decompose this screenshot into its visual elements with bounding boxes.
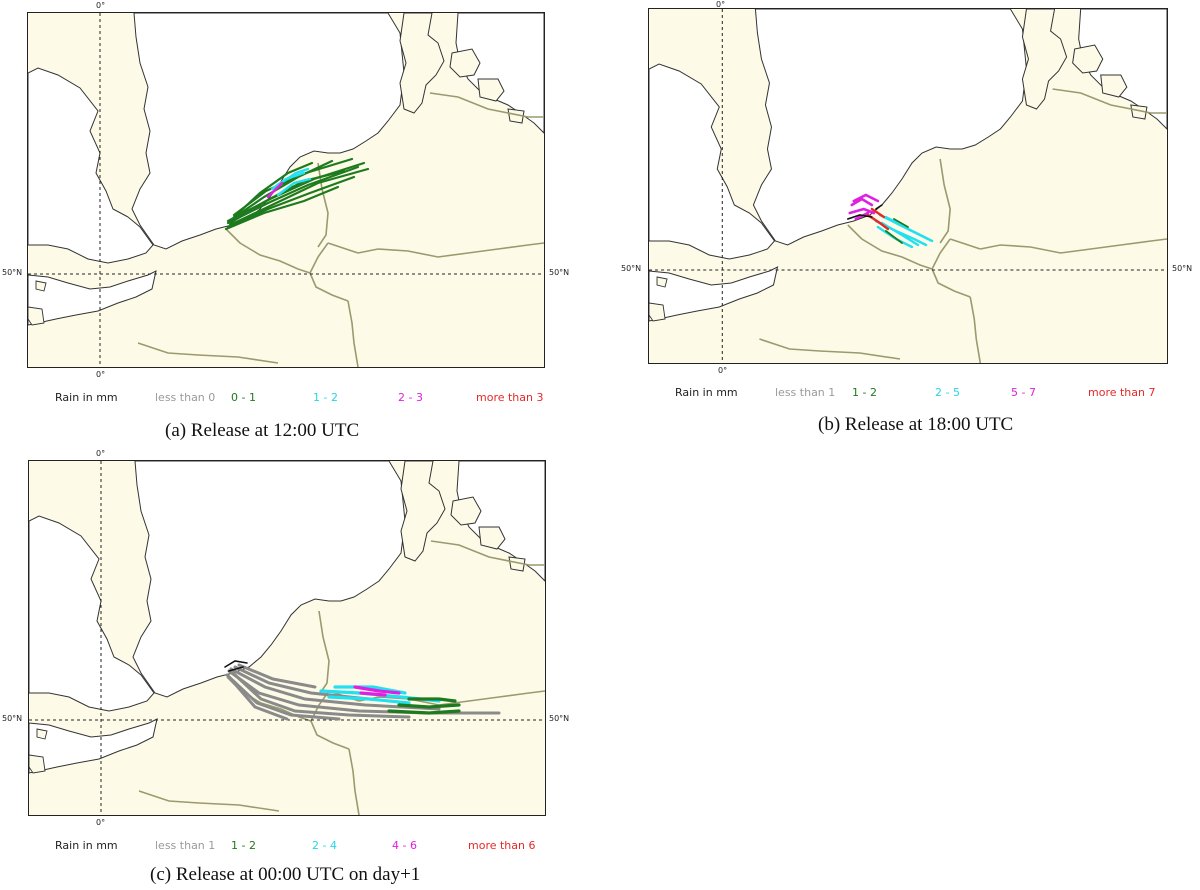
caption-a: (a) Release at 12:00 UTC xyxy=(165,420,360,441)
lon-top-label-c: 0° xyxy=(96,449,106,458)
legend-item-b-3: 5 - 7 xyxy=(1011,386,1036,399)
sea-a xyxy=(28,13,544,326)
legend-item-c-3: 4 - 6 xyxy=(392,839,417,852)
legend-item-c-1: 1 - 2 xyxy=(231,839,256,852)
caption-c: (c) Release at 00:00 UTC on day+1 xyxy=(150,864,421,885)
legend-item-a-1: 0 - 1 xyxy=(231,391,256,404)
map-c xyxy=(29,461,545,815)
trajectory-plume-c xyxy=(224,660,501,721)
legend-item-a-2: 1 - 2 xyxy=(313,391,338,404)
map-frame-a xyxy=(27,12,545,368)
legend-item-c-4: more than 6 xyxy=(468,839,536,852)
legend-item-b-2: 2 - 5 xyxy=(935,386,960,399)
legend-item-b-4: more than 7 xyxy=(1088,386,1156,399)
legend-item-a-4: more than 3 xyxy=(476,391,544,404)
legend-item-b-1: 1 - 2 xyxy=(852,386,877,399)
trajectory-plume-b xyxy=(846,193,934,249)
legend-item-c-2: 2 - 4 xyxy=(312,839,337,852)
lat-right-label-b: 50°N xyxy=(1172,264,1193,273)
caption-b: (b) Release at 18:00 UTC xyxy=(818,414,1014,435)
map-frame-b xyxy=(648,8,1168,364)
map-b xyxy=(649,9,1167,363)
lon-bottom-label-a: 0° xyxy=(96,370,106,379)
legend-item-a-0: less than 0 xyxy=(155,391,216,404)
legend-title-b: Rain in mm xyxy=(675,386,738,399)
legend-item-b-0: less than 1 xyxy=(775,386,836,399)
lon-top-label-b: 0° xyxy=(716,0,726,9)
lat-right-label-a: 50°N xyxy=(549,268,570,277)
lon-bottom-label-b: 0° xyxy=(718,366,728,375)
graticule-a xyxy=(28,13,544,367)
panel-b: 0° 0° 50°N 50°N Rain in mm less than 1 1… xyxy=(620,0,1200,450)
map-frame-c xyxy=(28,460,546,816)
panel-c: 0° 0° 50°N 50°N Rain in mm less than 1 1… xyxy=(0,449,600,890)
lat-left-label-a: 50°N xyxy=(2,268,23,277)
legend-item-c-0: less than 1 xyxy=(155,839,216,852)
lat-left-label-c: 50°N xyxy=(2,714,23,723)
lat-right-label-c: 50°N xyxy=(549,714,570,723)
map-a xyxy=(28,13,544,367)
legend-title-c: Rain in mm xyxy=(55,839,118,852)
legend-a: Rain in mm less than 0 0 - 1 1 - 2 2 - 3… xyxy=(0,391,600,407)
legend-c: Rain in mm less than 1 1 - 2 2 - 4 4 - 6… xyxy=(0,839,600,855)
legend-b: Rain in mm less than 1 1 - 2 2 - 5 5 - 7… xyxy=(620,386,1200,402)
trajectory-plume-a xyxy=(224,157,370,231)
lon-top-label-a: 0° xyxy=(96,1,106,10)
legend-item-a-3: 2 - 3 xyxy=(398,391,423,404)
panel-a: 0° 0° 50°N 50°N Rain in mm less than 0 0… xyxy=(0,0,600,450)
lat-left-label-b: 50°N xyxy=(621,264,642,273)
legend-title-a: Rain in mm xyxy=(55,391,118,404)
lon-bottom-label-c: 0° xyxy=(96,818,106,827)
